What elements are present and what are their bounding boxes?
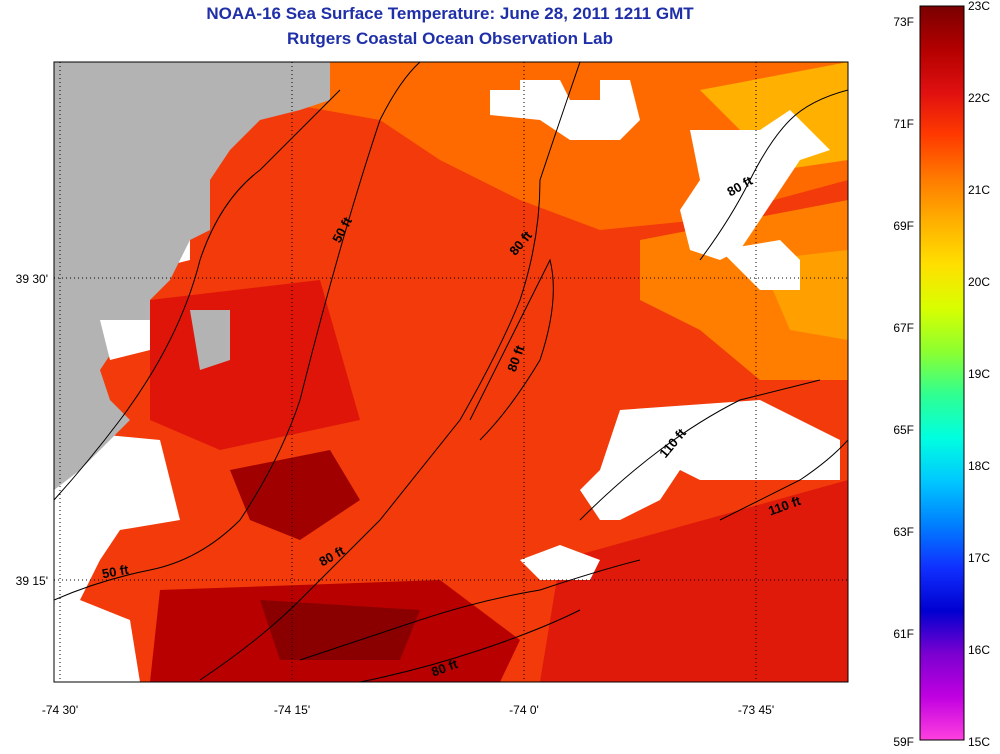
lat-tick-label: 39 15' [16,574,48,588]
contour-110ft-b [719,439,848,521]
cloud-mask-small [520,545,600,580]
cloud-mask-east [720,240,800,290]
colorbar-f-label: 69F [893,219,914,233]
sst-warm-core [230,450,360,540]
land-new-jersey [54,62,330,490]
sst-warm-southeast [540,480,848,682]
map-frame [53,61,849,683]
cloud-mask-southeast [580,400,840,520]
colorbar-f-label: 61F [893,627,914,641]
colorbar-f-label: 67F [893,321,914,335]
sst-cooler-north [54,62,848,230]
contour-80ft-c [359,609,581,682]
colorbar-celsius-labels: 23C 22C 21C 20C 19C 18C 17C 16C 15C [968,0,990,749]
axis-labels: -74 30' -74 15' -74 0' -73 45' 39 30' 39 15' [16,272,774,717]
colorbar-c-label: 17C [968,551,990,565]
contour-80ft-b [299,559,641,661]
contour-80ft-d [469,258,554,441]
colorbar-f-label: 59F [893,735,914,749]
colorbar: 73F 71F 69F 67F 65F 63F 61F 59F 23C 22C 21C 20C 19C… [893,0,990,749]
lon-tick-label: -73 45' [738,703,774,717]
lon-tick-label: -74 15' [274,703,310,717]
bathymetry-contours [54,62,848,682]
colorbar-c-label: 15C [968,735,990,749]
lat-tick-label: 39 30' [16,272,48,286]
contour-50ft-b [54,89,341,501]
contour-110ft-a [579,379,821,521]
chart-title: NOAA-16 Sea Surface Temperature: June 28… [206,4,694,23]
map-layers [54,62,848,682]
colorbar-fahrenheit-labels: 73F 71F 69F 67F 65F 63F 61F 59F [893,15,914,749]
cloud-mask-northeast [680,110,830,260]
contour-80ft-e [699,89,848,261]
colorbar-scale [919,5,965,741]
colorbar-c-label: 20C [968,275,990,289]
colorbar-c-label: 16C [968,643,990,657]
contour-80ft-a [199,62,581,681]
colorbar-c-label: 23C [968,0,990,13]
cloud-mask-southwest [54,430,180,682]
colorbar-f-label: 71F [893,117,914,131]
cloud-mask-inlet [100,320,150,360]
colorbar-f-label: 65F [893,423,914,437]
colorbar-c-label: 22C [968,91,990,105]
lon-tick-label: -74 0' [509,703,539,717]
contour-50ft-a [54,62,421,601]
colorbar-c-label: 19C [968,367,990,381]
contour-label: 50 ft [101,562,131,582]
sst-warmest [260,600,420,660]
colorbar-c-label: 21C [968,183,990,197]
colorbar-f-label: 73F [893,15,914,29]
lon-tick-label: -74 30' [42,703,78,717]
chart-subtitle: Rutgers Coastal Ocean Observation Lab [287,29,613,48]
colorbar-f-label: 63F [893,525,914,539]
colorbar-c-label: 18C [968,459,990,473]
land-barrier-island [190,310,230,370]
cloud-mask-north [490,80,640,140]
graticule [54,62,848,682]
